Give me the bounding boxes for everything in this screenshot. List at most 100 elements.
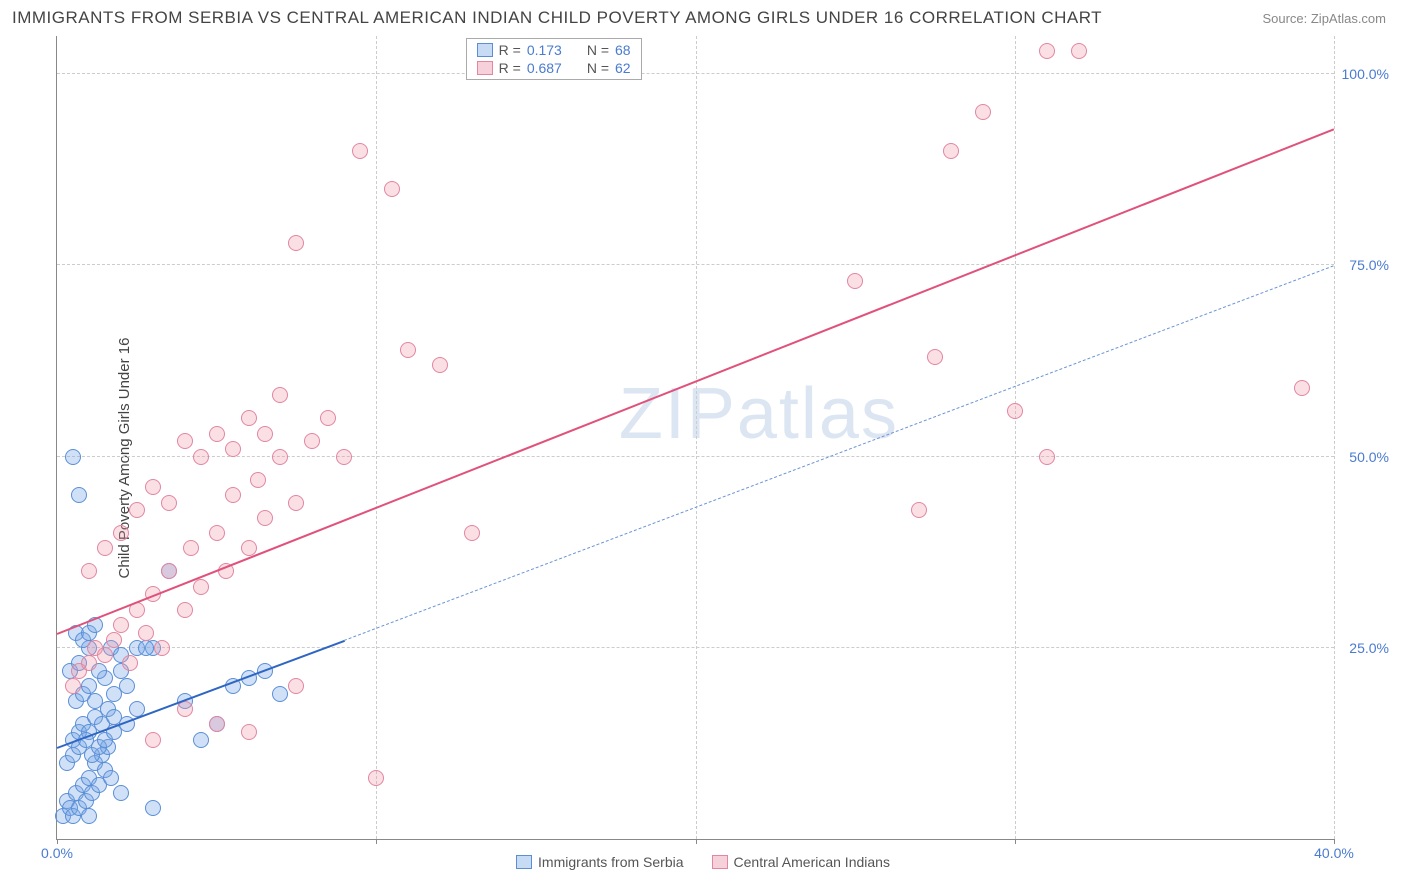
data-point — [81, 678, 97, 694]
data-point — [1007, 403, 1023, 419]
legend-label: Central American Indians — [734, 854, 890, 870]
source-label: Source: — [1262, 11, 1310, 26]
data-point — [177, 433, 193, 449]
grid-line-v — [1015, 36, 1016, 839]
data-point — [97, 540, 113, 556]
data-point — [272, 387, 288, 403]
grid-line-v — [696, 36, 697, 839]
legend-swatch-icon — [477, 61, 493, 75]
data-point — [81, 563, 97, 579]
legend-item-central-american: Central American Indians — [712, 854, 890, 870]
data-point — [97, 647, 113, 663]
data-point — [161, 563, 177, 579]
legend-swatch-icon — [516, 855, 532, 869]
data-point — [81, 808, 97, 824]
data-point — [304, 433, 320, 449]
data-point — [272, 449, 288, 465]
source-attribution: Source: ZipAtlas.com — [1262, 11, 1386, 26]
legend-row: R = 0.173 N = 68 — [467, 41, 641, 59]
data-point — [183, 540, 199, 556]
data-point — [257, 426, 273, 442]
data-point — [241, 410, 257, 426]
r-value: 0.173 — [527, 42, 573, 58]
data-point — [943, 143, 959, 159]
data-point — [400, 342, 416, 358]
data-point — [336, 449, 352, 465]
data-point — [71, 487, 87, 503]
data-point — [352, 143, 368, 159]
n-value: 62 — [615, 60, 631, 76]
y-tick-label: 75.0% — [1349, 257, 1389, 273]
data-point — [272, 686, 288, 702]
watermark: ZIPatlas — [619, 373, 899, 455]
bottom-legend: Immigrants from Serbia Central American … — [12, 854, 1394, 870]
legend-swatch-icon — [477, 43, 493, 57]
y-tick-label: 50.0% — [1349, 449, 1389, 465]
data-point — [138, 625, 154, 641]
data-point — [1294, 380, 1310, 396]
correlation-legend: R = 0.173 N = 68 R = 0.687 N = 62 — [466, 38, 642, 80]
data-point — [113, 785, 129, 801]
x-tick-mark — [1015, 839, 1016, 844]
legend-item-serbia: Immigrants from Serbia — [516, 854, 683, 870]
data-point — [257, 510, 273, 526]
data-point — [129, 502, 145, 518]
y-tick-label: 100.0% — [1342, 66, 1389, 82]
data-point — [288, 495, 304, 511]
data-point — [209, 716, 225, 732]
data-point — [1071, 43, 1087, 59]
data-point — [193, 449, 209, 465]
r-label: R = — [499, 42, 521, 58]
data-point — [145, 479, 161, 495]
y-tick-label: 25.0% — [1349, 640, 1389, 656]
data-point — [122, 655, 138, 671]
data-point — [975, 104, 991, 120]
data-point — [138, 640, 154, 656]
data-point — [87, 693, 103, 709]
data-point — [1039, 449, 1055, 465]
legend-swatch-icon — [712, 855, 728, 869]
n-label: N = — [587, 60, 609, 76]
legend-row: R = 0.687 N = 62 — [467, 59, 641, 77]
x-tick-mark — [1334, 839, 1335, 844]
x-tick-mark — [57, 839, 58, 844]
source-name: ZipAtlas.com — [1311, 11, 1386, 26]
data-point — [241, 724, 257, 740]
n-value: 68 — [615, 42, 631, 58]
trend-line — [344, 265, 1334, 641]
grid-line-v — [1334, 36, 1335, 839]
data-point — [250, 472, 266, 488]
data-point — [113, 617, 129, 633]
chart-container: Child Poverty Among Girls Under 16 ZIPat… — [12, 36, 1394, 880]
data-point — [927, 349, 943, 365]
data-point — [103, 770, 119, 786]
data-point — [320, 410, 336, 426]
data-point — [81, 655, 97, 671]
data-point — [154, 640, 170, 656]
data-point — [113, 525, 129, 541]
x-tick-mark — [376, 839, 377, 844]
data-point — [161, 495, 177, 511]
data-point — [177, 602, 193, 618]
data-point — [193, 579, 209, 595]
data-point — [225, 487, 241, 503]
x-tick-mark — [696, 839, 697, 844]
data-point — [288, 678, 304, 694]
r-label: R = — [499, 60, 521, 76]
r-value: 0.687 — [527, 60, 573, 76]
n-label: N = — [587, 42, 609, 58]
grid-line-v — [376, 36, 377, 839]
data-point — [145, 732, 161, 748]
data-point — [65, 678, 81, 694]
legend-label: Immigrants from Serbia — [538, 854, 683, 870]
chart-title: IMMIGRANTS FROM SERBIA VS CENTRAL AMERIC… — [12, 8, 1102, 28]
data-point — [847, 273, 863, 289]
data-point — [119, 678, 135, 694]
data-point — [464, 525, 480, 541]
data-point — [65, 449, 81, 465]
data-point — [106, 632, 122, 648]
data-point — [384, 181, 400, 197]
data-point — [225, 441, 241, 457]
plot-area: ZIPatlas 25.0%50.0%75.0%100.0%0.0%40.0%R… — [56, 36, 1334, 840]
data-point — [193, 732, 209, 748]
